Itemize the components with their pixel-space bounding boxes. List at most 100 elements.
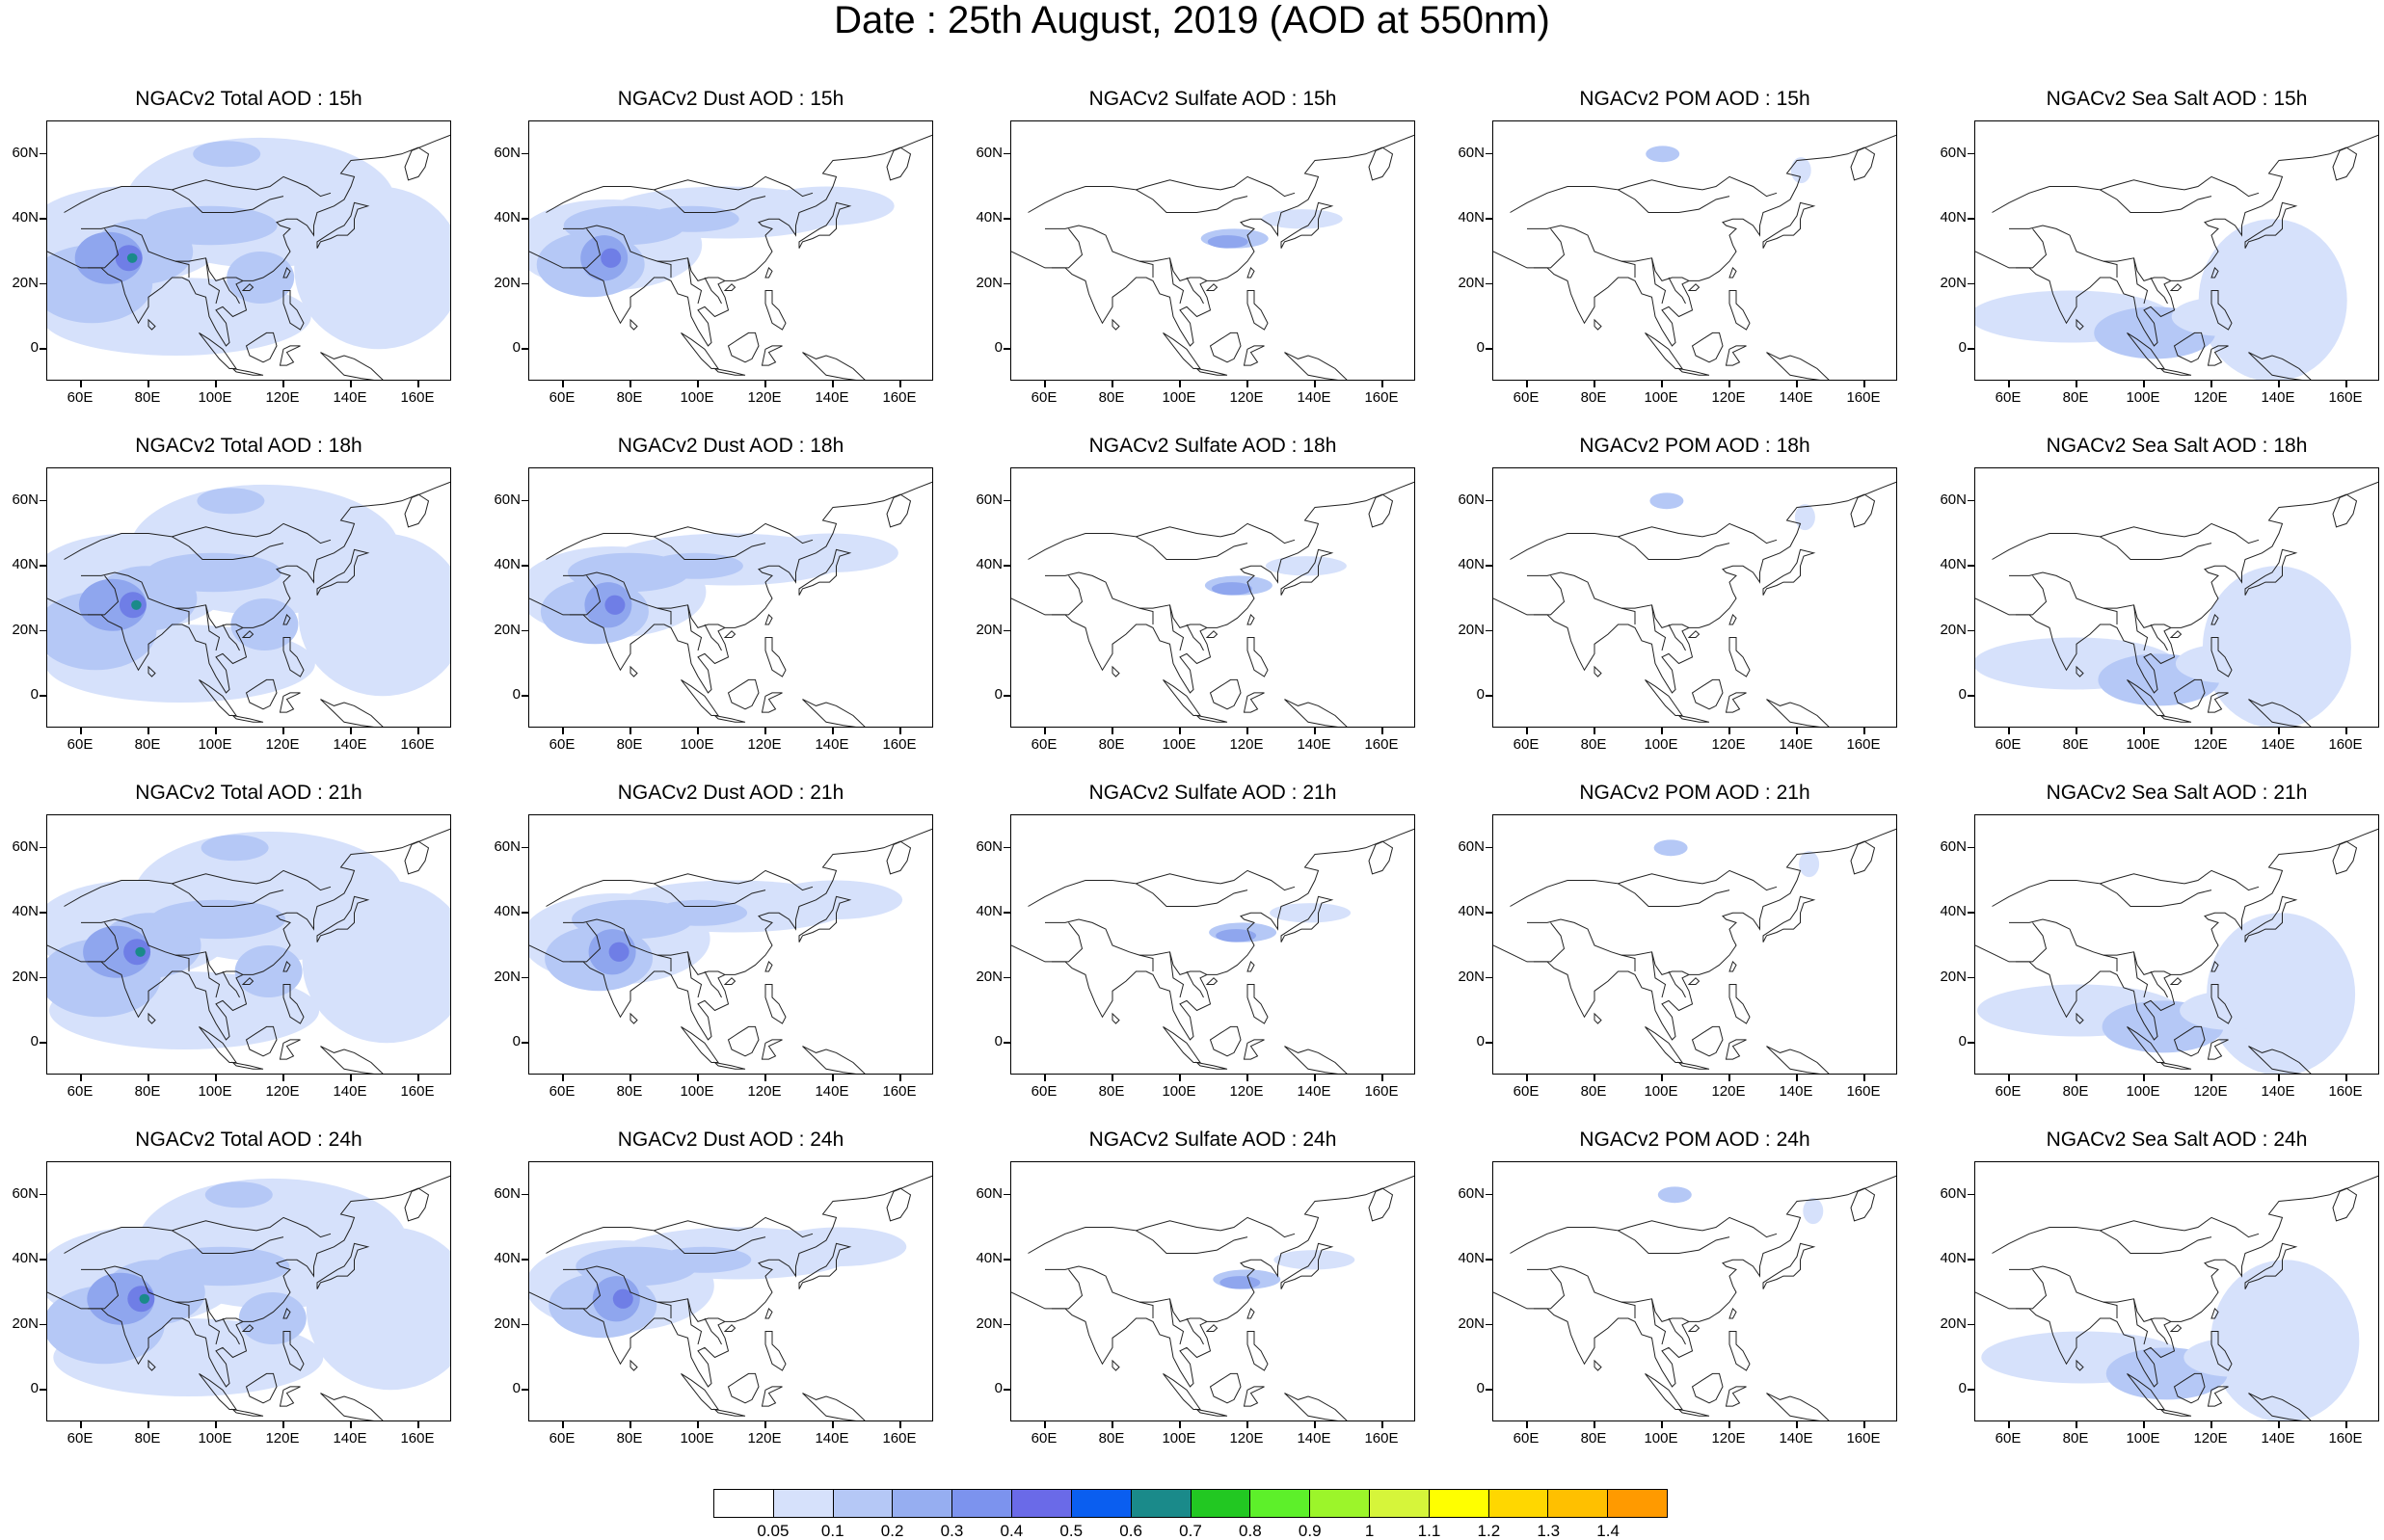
- lat-tick-label: 40N: [494, 1250, 521, 1267]
- lat-tick-label: 20N: [12, 274, 39, 291]
- lat-tick-label: 20N: [1458, 968, 1485, 985]
- lat-tick: [40, 1323, 46, 1326]
- lon-tick: [147, 1075, 149, 1081]
- coastline: [1728, 1331, 1751, 1371]
- lat-tick: [40, 846, 46, 849]
- lon-tick-label: 80E: [1098, 736, 1125, 753]
- coastline: [2076, 665, 2084, 677]
- aod-field-medium: [1649, 492, 1684, 510]
- coastline: [47, 828, 450, 1041]
- aod-map: [1011, 1175, 1414, 1421]
- coastline: [172, 883, 284, 907]
- coastline: [1028, 522, 1296, 560]
- lat-tick-label: 40N: [12, 556, 39, 573]
- coastline: [764, 290, 787, 331]
- aod-field-light: [1794, 504, 1815, 531]
- panel-title: NGACv2 Sea Salt AOD : 15h: [2046, 88, 2308, 110]
- coastline: [1668, 277, 1686, 305]
- aod-field-medium: [204, 1182, 273, 1208]
- lat-tick-label: 40N: [1458, 903, 1485, 920]
- lon-tick-label: 160E: [1846, 1430, 1881, 1447]
- aod-field-medium: [197, 488, 265, 515]
- lat-tick: [40, 1389, 46, 1391]
- lon-tick-label: 100E: [1644, 736, 1678, 753]
- lat-tick: [1004, 695, 1010, 697]
- aod-map: [529, 481, 932, 727]
- lon-tick: [1863, 1421, 1865, 1428]
- lat-tick-label: 60N: [1458, 1184, 1485, 1202]
- lon-tick: [832, 728, 834, 734]
- lon-tick: [1594, 1421, 1595, 1428]
- lon-tick: [1863, 728, 1865, 734]
- lat-tick: [1968, 152, 1974, 155]
- panel-title: NGACv2 Total AOD : 24h: [135, 1128, 362, 1151]
- lon-tick: [1863, 1075, 1865, 1081]
- coastline: [1975, 134, 2378, 347]
- lat-tick-label: 0: [1476, 1033, 1485, 1050]
- lon-tick: [2143, 1421, 2145, 1428]
- colorbar-label: 0.9: [1298, 1522, 1322, 1540]
- coastline: [704, 277, 722, 305]
- coastline: [1112, 665, 1120, 677]
- lon-tick-label: 160E: [882, 736, 917, 753]
- coastline: [761, 692, 783, 713]
- coastline: [712, 714, 746, 723]
- lat-tick: [1004, 1042, 1010, 1044]
- coastline: [2100, 536, 2212, 560]
- coastline: [245, 332, 278, 363]
- coastline: [64, 175, 332, 213]
- coastline: [199, 1025, 237, 1063]
- coastline: [1762, 1242, 1816, 1289]
- lon-tick-label: 120E: [1711, 389, 1746, 406]
- lon-tick: [1112, 1421, 1113, 1428]
- lon-tick: [832, 1075, 834, 1081]
- aod-field-light: [1273, 1250, 1355, 1270]
- aod-field-light: [1261, 209, 1343, 229]
- coastline: [1645, 332, 1683, 369]
- panel-title: NGACv2 POM AOD : 15h: [1579, 88, 1810, 110]
- coastline: [629, 318, 638, 331]
- aod-field-medium: [146, 552, 281, 593]
- colorbar-swatch: [714, 1490, 774, 1517]
- coastline: [1728, 290, 1751, 331]
- map-panel-total: [46, 467, 451, 728]
- coastline: [2133, 1298, 2149, 1345]
- lon-tick-label: 160E: [1364, 1430, 1399, 1447]
- lat-tick-label: 0: [1958, 1033, 1967, 1050]
- aod-field-dark: [601, 248, 622, 268]
- aod-field-medium: [1653, 839, 1688, 857]
- lat-tick-label: 40N: [494, 556, 521, 573]
- lat-tick: [522, 1389, 528, 1391]
- lat-tick-label: 0: [512, 686, 521, 704]
- lat-tick-label: 0: [512, 1380, 521, 1397]
- lon-tick-label: 140E: [333, 1430, 367, 1447]
- coastline: [798, 201, 852, 249]
- lat-tick-label: 40N: [1458, 1250, 1485, 1267]
- coastline: [1618, 1230, 1730, 1254]
- lat-tick-label: 20N: [976, 621, 1003, 638]
- lon-tick-label: 140E: [815, 389, 849, 406]
- lon-tick: [1728, 381, 1730, 387]
- lon-tick-label: 140E: [815, 1430, 849, 1447]
- lat-tick: [1004, 1193, 1010, 1196]
- panel-title: NGACv2 Dust AOD : 18h: [617, 435, 844, 457]
- lon-tick-label: 60E: [549, 1083, 576, 1100]
- coastline: [1651, 951, 1667, 998]
- panel-title: NGACv2 Total AOD : 21h: [135, 782, 362, 804]
- colorbar-swatch: [1131, 1490, 1192, 1517]
- coastline: [88, 1269, 120, 1310]
- aod-map: [47, 1175, 450, 1421]
- lon-tick-label: 80E: [1098, 389, 1125, 406]
- coastline: [282, 266, 291, 279]
- coastline: [764, 1307, 773, 1319]
- aod-field-light: [302, 880, 450, 1044]
- colorbar-swatch: [833, 1490, 894, 1517]
- coastline: [1136, 536, 1248, 560]
- lat-tick-label: 60N: [1940, 1184, 1967, 1202]
- lon-tick: [1179, 381, 1181, 387]
- lat-tick: [1968, 565, 1974, 567]
- coastline: [1011, 828, 1414, 1041]
- coastline: [546, 1216, 814, 1254]
- lon-tick-label: 60E: [549, 736, 576, 753]
- aod-map: [529, 828, 932, 1074]
